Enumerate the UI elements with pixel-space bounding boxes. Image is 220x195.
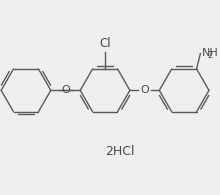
Text: 2: 2 bbox=[207, 51, 213, 60]
Text: Cl: Cl bbox=[99, 37, 111, 50]
Text: O: O bbox=[140, 85, 149, 95]
Text: NH: NH bbox=[202, 48, 219, 58]
Text: O: O bbox=[61, 85, 70, 95]
Text: 2HCl: 2HCl bbox=[105, 145, 134, 158]
